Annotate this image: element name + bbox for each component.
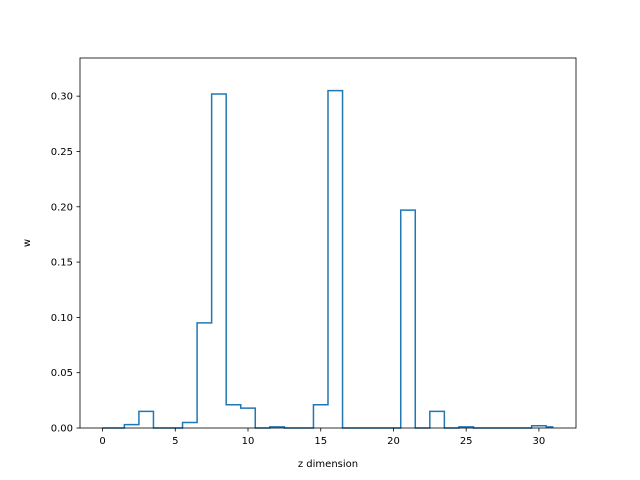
y-tick-label: 0.25	[51, 147, 73, 158]
x-tick-label: 25	[460, 436, 473, 447]
y-tick-label: 0.20	[51, 202, 73, 213]
x-tick-label: 20	[387, 436, 400, 447]
x-tick-label: 10	[242, 436, 255, 447]
axes-frame	[79, 57, 577, 429]
y-axis-ticks: 0.00 0.05 0.10 0.15 0.20 0.25 0.30	[51, 92, 80, 435]
x-tick-label: 0	[99, 436, 105, 447]
x-tick-label: 5	[172, 436, 178, 447]
x-axis-label: z dimension	[298, 459, 358, 470]
y-tick-label: 0.15	[51, 258, 73, 269]
y-tick-label: 0.05	[51, 368, 73, 379]
y-axis-label: w	[22, 239, 33, 247]
plot-area	[79, 57, 577, 429]
x-tick-label: 15	[314, 436, 327, 447]
x-tick-label: 30	[533, 436, 546, 447]
x-axis-ticks: 0 5 10 15 20 25 30	[99, 428, 545, 447]
y-tick-label: 0.00	[51, 424, 73, 435]
y-tick-label: 0.10	[51, 313, 73, 324]
y-tick-label: 0.30	[51, 92, 73, 103]
